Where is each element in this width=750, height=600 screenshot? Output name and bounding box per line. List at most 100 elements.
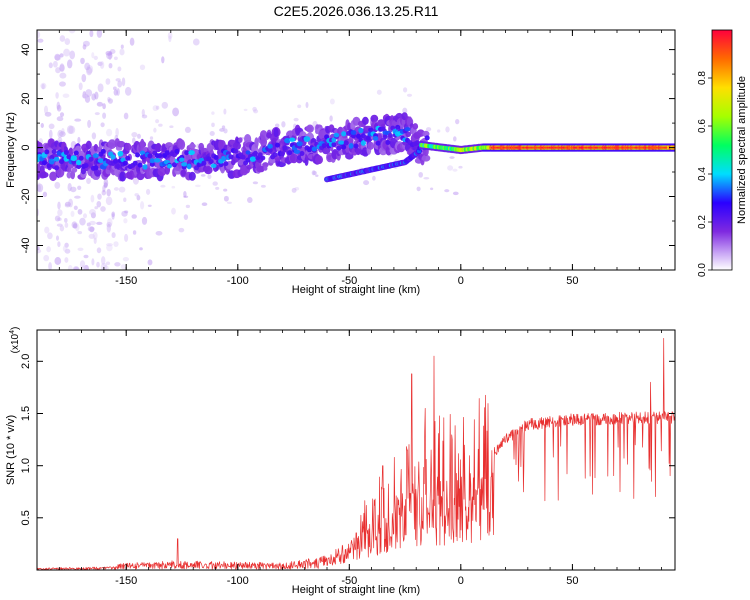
spectrogram-cell (147, 153, 153, 159)
spectrogram-cell (44, 226, 50, 234)
spectrogram-cell (348, 143, 354, 149)
spectrogram-cell (293, 149, 301, 154)
spectrogram-cell (220, 165, 225, 174)
spectrogram-cell (311, 170, 316, 176)
spectrogram-cell (43, 105, 49, 114)
spectrogram-cell (70, 186, 77, 193)
spectrogram-cell (78, 82, 83, 91)
spectrogram-cell (149, 136, 154, 140)
spectrogram-cell (291, 187, 297, 193)
spectrogram-cell (188, 171, 196, 181)
spectrogram-cell (272, 152, 278, 158)
spectrogram-cell (137, 162, 143, 168)
spectrogram-cell (184, 150, 190, 156)
spectrogram-cell (93, 165, 99, 171)
x-tick-label: -50 (341, 275, 357, 287)
spectrogram-cell (259, 165, 265, 173)
spectrogram-cell (94, 206, 98, 210)
spectrogram-cell (338, 140, 345, 145)
spectrogram-cell (137, 133, 141, 139)
spectrogram-cell (232, 141, 241, 150)
spectrogram-cell (181, 162, 188, 167)
spectrogram-cell (85, 89, 93, 97)
spectrogram-cell (209, 131, 215, 136)
spectrogram-cell (437, 129, 441, 133)
spectrogram-cell (89, 209, 96, 216)
spectrogram-cell (64, 222, 69, 228)
spectrogram-ticks: -150 -100 -50 0 50 40 20 0 -20 -40 (20, 30, 675, 287)
spectrogram-cell (44, 149, 50, 155)
spectrogram-cell (141, 216, 148, 225)
spectrogram-cell (169, 125, 174, 129)
spectrogram-cell (134, 193, 139, 197)
spectrogram-cell (141, 108, 145, 117)
spectrogram-cell (132, 230, 137, 235)
spectrogram-cell (108, 51, 112, 61)
x-tick-label: -100 (227, 275, 249, 287)
spectrogram-cell (171, 185, 176, 189)
spectrogram-cell (402, 107, 408, 114)
spectrogram-cell (164, 150, 170, 156)
x-tick-label: 0 (458, 275, 464, 287)
spectrogram-cell (113, 187, 119, 191)
spectrogram-cell (74, 118, 82, 122)
spectrogram-cell (341, 144, 347, 150)
spectrogram-cell (64, 38, 71, 46)
spectrogram-cell (110, 154, 116, 160)
spectrogram-cell (96, 261, 100, 268)
spectrogram-cell (311, 146, 317, 152)
spectrogram-cell (267, 143, 273, 149)
spectrogram-cell (81, 73, 87, 83)
spectrogram-cell (147, 204, 152, 208)
spectrogram-frame (36, 29, 676, 271)
spectrogram-cell (180, 169, 187, 177)
spectrogram-cell (117, 66, 122, 72)
spectrogram-cell (55, 92, 59, 99)
spectrogram-cell (245, 150, 251, 155)
spectrogram-cell (68, 147, 74, 156)
spectrogram-cell (152, 105, 159, 112)
spectrogram-cell (336, 145, 342, 151)
spectrogram-cell (273, 127, 279, 138)
spectrogram-cell (90, 194, 95, 203)
spectrogram-cell (118, 186, 126, 193)
spectrogram-cell (213, 155, 219, 160)
spectrogram-cell (55, 67, 61, 74)
spectrogram-cell (102, 112, 107, 119)
spectrogram-cell (86, 222, 91, 227)
spectrogram-cell (363, 180, 370, 186)
spectrogram-cell (49, 171, 58, 182)
spectrogram-cell (329, 98, 335, 105)
spectrogram-cell (293, 117, 299, 122)
spectrogram-cell (215, 186, 220, 190)
spectrogram-cell (100, 206, 106, 212)
spectrogram-cell (223, 195, 229, 202)
spectrogram-cell (171, 207, 176, 215)
spectrogram-cell (62, 93, 70, 98)
spectrogram-cell (102, 185, 106, 193)
spectrogram-cell (192, 38, 200, 46)
spectrogram-cell (102, 103, 106, 110)
spectrogram-cell (306, 124, 314, 133)
spectrogram-cell (372, 136, 379, 141)
spectrogram-cell (402, 87, 408, 93)
spectrogram-cell (201, 202, 208, 207)
spectrogram-cell (179, 157, 185, 162)
spectrogram-cell (185, 154, 192, 161)
spectrogram-cell (83, 163, 89, 168)
spectrogram-cell (343, 140, 349, 146)
spectrogram-cell (48, 123, 55, 130)
spectrogram-cell (48, 262, 52, 270)
spectrogram-cell (46, 163, 52, 169)
spectrogram-cell (124, 233, 129, 242)
spectrogram-cell (54, 54, 62, 61)
spectrogram-cell (243, 108, 248, 112)
spectrogram-cell (157, 167, 167, 177)
snr-y-multiplier: (x104) (9, 327, 21, 354)
spectrogram-cell (125, 155, 131, 161)
spectrogram-cell (59, 72, 67, 79)
spectrogram-cell (414, 140, 420, 146)
spectrogram-cell (329, 115, 333, 122)
spectrogram-cell (40, 82, 47, 90)
spectrogram-cell (119, 48, 125, 56)
